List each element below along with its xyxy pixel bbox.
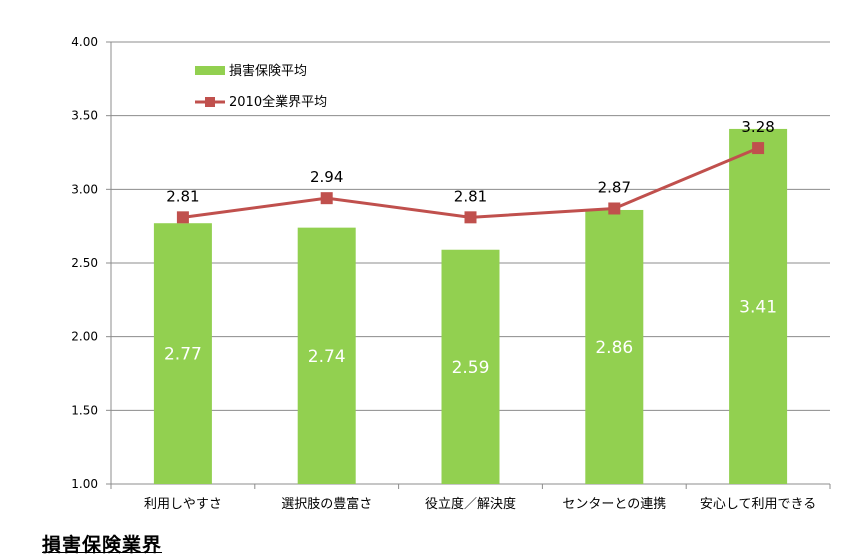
bar-data-labels: 2.77 2.74 2.59 2.86 3.41 bbox=[164, 297, 777, 377]
chart: 1.00 1.50 2.00 2.50 3.00 3.50 4.00 2.77 2.74 2.5… bbox=[71, 35, 831, 512]
bar-data-label: 3.41 bbox=[739, 297, 777, 317]
x-category-label: 安心して利用できる bbox=[700, 497, 816, 512]
legend-line-marker bbox=[205, 97, 215, 107]
line-series bbox=[176, 142, 765, 224]
x-axis-categories: 利用しやすさ 選択肢の豊富さ 役立度／解決度 センターとの連携 安心して利用できる bbox=[144, 496, 816, 512]
line-marker bbox=[176, 211, 189, 224]
bar-data-label: 2.77 bbox=[164, 345, 202, 365]
y-tick-label: 2.50 bbox=[71, 256, 98, 270]
y-tick-label: 1.50 bbox=[71, 403, 98, 417]
y-tick-label: 1.00 bbox=[71, 477, 98, 491]
x-category-label: 役立度／解決度 bbox=[425, 496, 516, 512]
y-tick-label: 3.50 bbox=[71, 109, 98, 123]
bar bbox=[441, 249, 500, 484]
legend-line-label: 2010全業界平均 bbox=[229, 94, 327, 110]
y-tick-label: 4.00 bbox=[71, 35, 98, 49]
line-marker bbox=[464, 211, 477, 224]
bar bbox=[297, 227, 356, 484]
bar-series bbox=[153, 128, 788, 484]
bar bbox=[153, 223, 212, 484]
legend-bar-swatch bbox=[195, 66, 225, 75]
line-path bbox=[182, 146, 759, 219]
bar-data-label: 2.86 bbox=[595, 338, 633, 358]
x-category-label: センターとの連携 bbox=[562, 496, 666, 512]
bar-data-label: 2.59 bbox=[452, 358, 490, 378]
x-category-label: 利用しやすさ bbox=[144, 497, 222, 512]
bar-data-label: 2.74 bbox=[308, 347, 346, 367]
bar bbox=[585, 209, 644, 484]
bar bbox=[729, 128, 788, 484]
x-category-label: 選択肢の豊富さ bbox=[281, 496, 372, 512]
line-data-label: 3.28 bbox=[741, 118, 774, 136]
legend-bar-label: 損害保険平均 bbox=[229, 63, 307, 79]
line-data-label: 2.81 bbox=[166, 187, 199, 205]
line-marker bbox=[608, 202, 621, 215]
line-marker bbox=[752, 142, 765, 155]
line-data-labels: 2.81 2.94 2.81 2.87 3.28 bbox=[166, 118, 775, 205]
legend: 損害保険平均 2010全業界平均 bbox=[195, 63, 327, 110]
line-data-label: 2.81 bbox=[454, 187, 487, 205]
y-tick-label: 2.00 bbox=[71, 330, 98, 344]
y-axis-ticks: 1.00 1.50 2.00 2.50 3.00 3.50 4.00 bbox=[71, 35, 98, 491]
line-data-label: 2.94 bbox=[310, 168, 343, 186]
line-data-label: 2.87 bbox=[598, 178, 631, 196]
page-footer-title: 損害保険業界 bbox=[42, 534, 163, 556]
line-marker bbox=[320, 192, 333, 205]
y-tick-label: 3.00 bbox=[71, 182, 98, 196]
